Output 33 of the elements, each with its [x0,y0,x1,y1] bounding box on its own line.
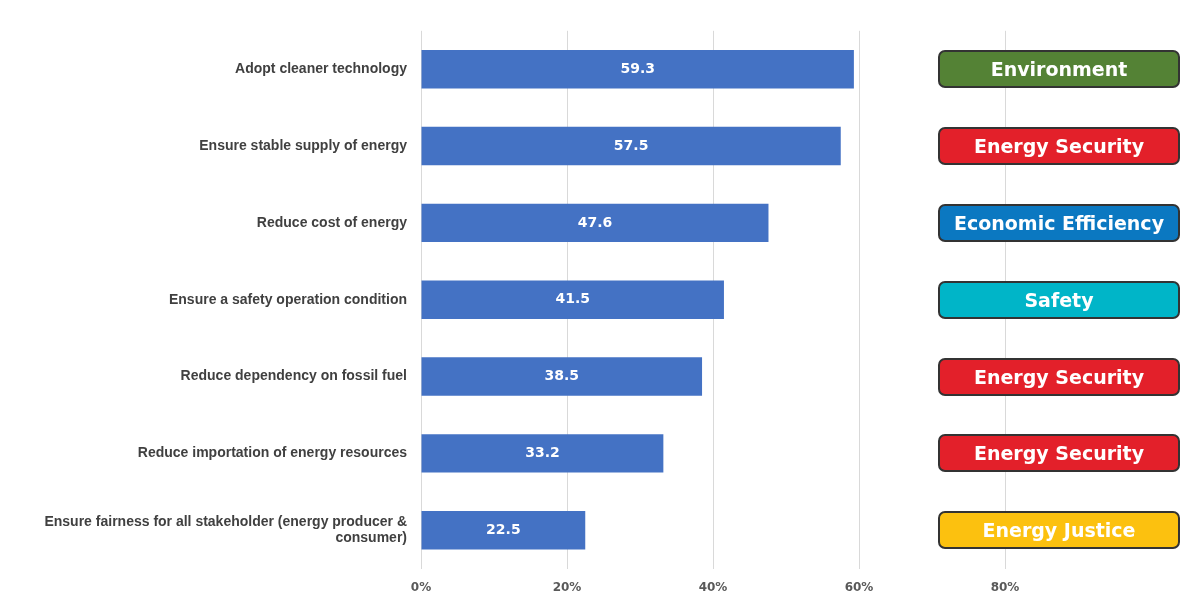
category-label: Safety [938,280,1180,319]
category-label: Energy Security [938,127,1180,166]
data-label: 41.5 [555,290,590,307]
category-label: Energy Security [938,434,1180,473]
category-label: Environment [938,50,1180,89]
y-tick-label: Ensure a safety operation condition [168,290,407,307]
x-tick-label: 20% [552,579,582,594]
x-tick-label: 60% [844,579,874,594]
bar [421,203,769,243]
y-tick-label: Ensure fairness for all stakeholder (energy producer & consumer) [44,512,407,546]
data-label: 22.5 [486,520,521,537]
category-label: Economic Efficiency [938,203,1180,242]
category-label: Energy Security [938,357,1180,396]
bar [421,434,664,473]
y-tick-label: Reduce cost of energy [256,213,408,230]
bar [421,50,854,89]
bar [421,280,724,319]
bar [421,126,841,166]
y-tick-label: Ensure stable supply of energy [199,136,408,153]
data-label: 33.2 [525,444,560,460]
data-label: 47.6 [577,213,613,230]
x-tick-label: 40% [698,579,728,594]
bar [421,357,703,396]
x-tick-label: 80% [990,579,1020,594]
x-tick-label: 0% [410,579,432,594]
bar [421,510,586,550]
data-label: 57.5 [613,136,649,153]
data-label: 59.3 [620,59,655,76]
data-label: 38.5 [544,367,580,384]
y-tick-label: Reduce importation of energy resources [137,444,408,461]
y-tick-label: Adopt cleaner technology [235,60,408,77]
category-label: Energy Justice [938,511,1180,550]
y-tick-label: Reduce dependency on fossil fuel [180,367,407,384]
